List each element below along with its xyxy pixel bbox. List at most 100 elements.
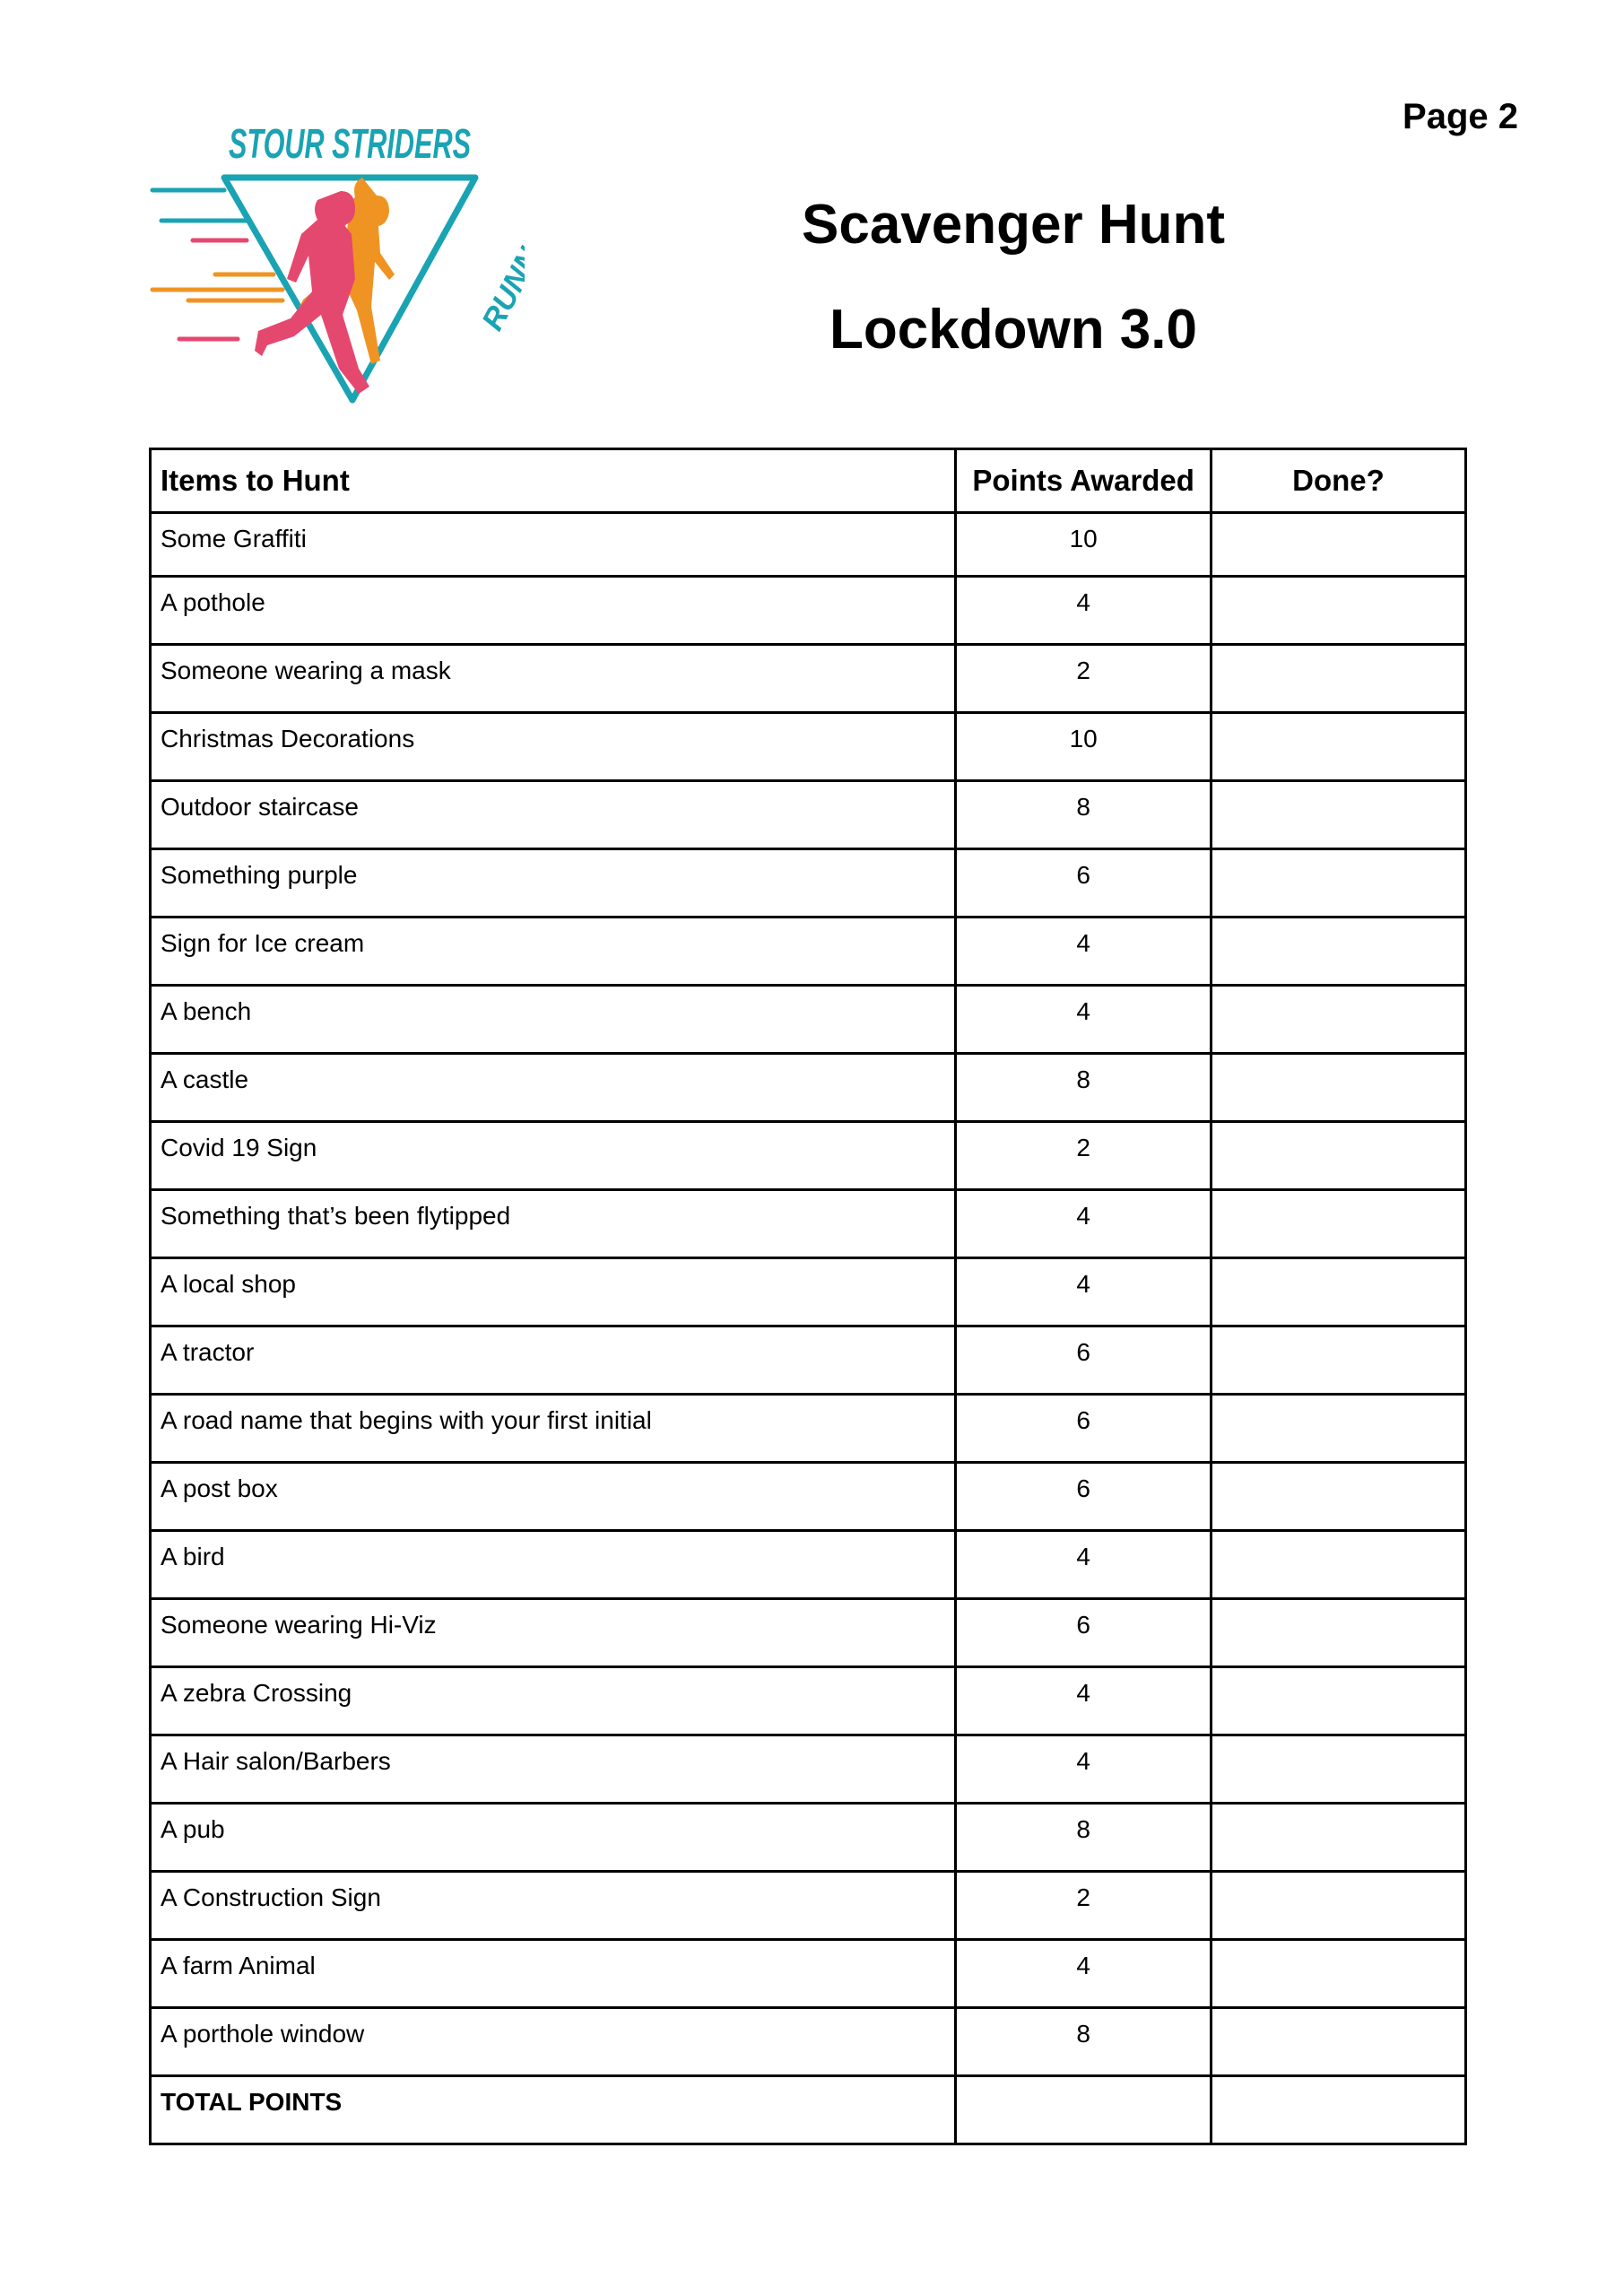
item-cell: A pub bbox=[148, 1802, 958, 1873]
item-cell: A farm Animal bbox=[148, 1938, 958, 2009]
done-cell[interactable] bbox=[1209, 1938, 1468, 2009]
points-cell: 8 bbox=[954, 1052, 1212, 1123]
item-cell: A road name that begins with your first … bbox=[148, 1393, 958, 1464]
total-points-cell[interactable] bbox=[954, 2074, 1212, 2145]
item-cell: A bird bbox=[148, 1529, 958, 1600]
points-cell: 2 bbox=[954, 1120, 1212, 1191]
points-cell: 4 bbox=[954, 984, 1212, 1055]
done-cell[interactable] bbox=[1209, 779, 1468, 850]
points-cell: 8 bbox=[954, 1802, 1212, 1873]
done-cell[interactable] bbox=[1209, 916, 1468, 987]
points-cell: 6 bbox=[954, 1325, 1212, 1396]
header-items: Items to Hunt bbox=[148, 448, 958, 514]
done-cell[interactable] bbox=[1209, 1257, 1468, 1327]
done-cell[interactable] bbox=[1209, 1393, 1468, 1464]
done-cell[interactable] bbox=[1209, 1529, 1468, 1600]
item-cell: A porthole window bbox=[148, 2006, 958, 2077]
item-cell: A local shop bbox=[148, 1257, 958, 1327]
header-points: Points Awarded bbox=[954, 448, 1212, 514]
table-row: Something purple 6 bbox=[148, 848, 1468, 918]
table-row: Christmas Decorations 10 bbox=[148, 711, 1468, 782]
table-row: Outdoor staircase 8 bbox=[148, 779, 1468, 850]
done-cell[interactable] bbox=[1209, 1461, 1468, 1532]
item-cell: Someone wearing a mask bbox=[148, 643, 958, 714]
page-number: Page 2 bbox=[1403, 97, 1518, 136]
done-cell[interactable] bbox=[1209, 1802, 1468, 1873]
table-row: A pub 8 bbox=[148, 1802, 1468, 1873]
scavenger-hunt-table: Items to Hunt Points Awarded Done? Some … bbox=[148, 448, 1468, 2145]
done-cell[interactable] bbox=[1209, 984, 1468, 1055]
points-cell: 8 bbox=[954, 2006, 1212, 2077]
points-cell: 6 bbox=[954, 1393, 1212, 1464]
table-row: A Hair salon/Barbers 4 bbox=[148, 1734, 1468, 1805]
table-row: Sign for Ice cream 4 bbox=[148, 916, 1468, 987]
item-cell: Someone wearing Hi-Viz bbox=[148, 1597, 958, 1668]
item-cell: Some Graffiti bbox=[148, 511, 958, 578]
done-cell[interactable] bbox=[1209, 711, 1468, 782]
points-cell: 4 bbox=[954, 1529, 1212, 1600]
item-cell: A post box bbox=[148, 1461, 958, 1532]
table-row: A zebra Crossing 4 bbox=[148, 1665, 1468, 1736]
item-cell: A Hair salon/Barbers bbox=[148, 1734, 958, 1805]
item-cell: A castle bbox=[148, 1052, 958, 1123]
points-cell: 4 bbox=[954, 1938, 1212, 2009]
points-cell: 6 bbox=[954, 1597, 1212, 1668]
stour-striders-logo: STOUR STRIDERS RUNNING CLUB bbox=[150, 115, 525, 404]
item-cell: A zebra Crossing bbox=[148, 1665, 958, 1736]
points-cell: 4 bbox=[954, 1665, 1212, 1736]
points-cell: 8 bbox=[954, 779, 1212, 850]
done-cell[interactable] bbox=[1209, 2006, 1468, 2077]
item-cell: Covid 19 Sign bbox=[148, 1120, 958, 1191]
table-row: A tractor 6 bbox=[148, 1325, 1468, 1396]
done-cell[interactable] bbox=[1209, 575, 1468, 646]
points-cell: 6 bbox=[954, 1461, 1212, 1532]
points-cell: 2 bbox=[954, 643, 1212, 714]
table-row: A local shop 4 bbox=[148, 1257, 1468, 1327]
done-cell[interactable] bbox=[1209, 1052, 1468, 1123]
table-row: Someone wearing Hi-Viz 6 bbox=[148, 1597, 1468, 1668]
done-cell[interactable] bbox=[1209, 1325, 1468, 1396]
done-cell[interactable] bbox=[1209, 1734, 1468, 1805]
item-cell: Christmas Decorations bbox=[148, 711, 958, 782]
table-row: A road name that begins with your first … bbox=[148, 1393, 1468, 1464]
points-cell: 6 bbox=[954, 848, 1212, 918]
table-row: A bird 4 bbox=[148, 1529, 1468, 1600]
table-row: A castle 8 bbox=[148, 1052, 1468, 1123]
points-cell: 4 bbox=[954, 916, 1212, 987]
points-cell: 4 bbox=[954, 1257, 1212, 1327]
total-label: TOTAL POINTS bbox=[148, 2074, 958, 2145]
svg-text:RUNNING CLUB: RUNNING CLUB bbox=[475, 115, 525, 336]
table-row: Something that’s been flytipped 4 bbox=[148, 1188, 1468, 1259]
done-cell[interactable] bbox=[1209, 1120, 1468, 1191]
done-cell[interactable] bbox=[1209, 511, 1468, 578]
table-header-row: Items to Hunt Points Awarded Done? bbox=[148, 448, 1468, 514]
item-cell: Outdoor staircase bbox=[148, 779, 958, 850]
table-row: A porthole window 8 bbox=[148, 2006, 1468, 2077]
done-cell[interactable] bbox=[1209, 1188, 1468, 1259]
done-cell[interactable] bbox=[1209, 1665, 1468, 1736]
done-cell[interactable] bbox=[1209, 1597, 1468, 1668]
table-row: Someone wearing a mask 2 bbox=[148, 643, 1468, 714]
table-row: A post box 6 bbox=[148, 1461, 1468, 1532]
points-cell: 10 bbox=[954, 511, 1212, 578]
item-cell: Something that’s been flytipped bbox=[148, 1188, 958, 1259]
table-row: A bench 4 bbox=[148, 984, 1468, 1055]
table-row: A farm Animal 4 bbox=[148, 1938, 1468, 2009]
points-cell: 4 bbox=[954, 1188, 1212, 1259]
done-cell[interactable] bbox=[1209, 643, 1468, 714]
points-cell: 4 bbox=[954, 1734, 1212, 1805]
page-title: Scavenger Hunt bbox=[801, 194, 1226, 256]
item-cell: A tractor bbox=[148, 1325, 958, 1396]
done-cell[interactable] bbox=[1209, 1870, 1468, 1941]
points-cell: 2 bbox=[954, 1870, 1212, 1941]
done-cell[interactable] bbox=[1209, 848, 1468, 918]
table-row: Covid 19 Sign 2 bbox=[148, 1120, 1468, 1191]
svg-text:STOUR STRIDERS: STOUR STRIDERS bbox=[229, 120, 471, 167]
item-cell: Sign for Ice cream bbox=[148, 916, 958, 987]
total-row: TOTAL POINTS bbox=[148, 2074, 1468, 2145]
page-subtitle: Lockdown 3.0 bbox=[829, 299, 1197, 361]
table-row: A pothole 4 bbox=[148, 575, 1468, 646]
table-row: A Construction Sign 2 bbox=[148, 1870, 1468, 1941]
total-done-cell[interactable] bbox=[1209, 2074, 1468, 2145]
points-cell: 10 bbox=[954, 711, 1212, 782]
